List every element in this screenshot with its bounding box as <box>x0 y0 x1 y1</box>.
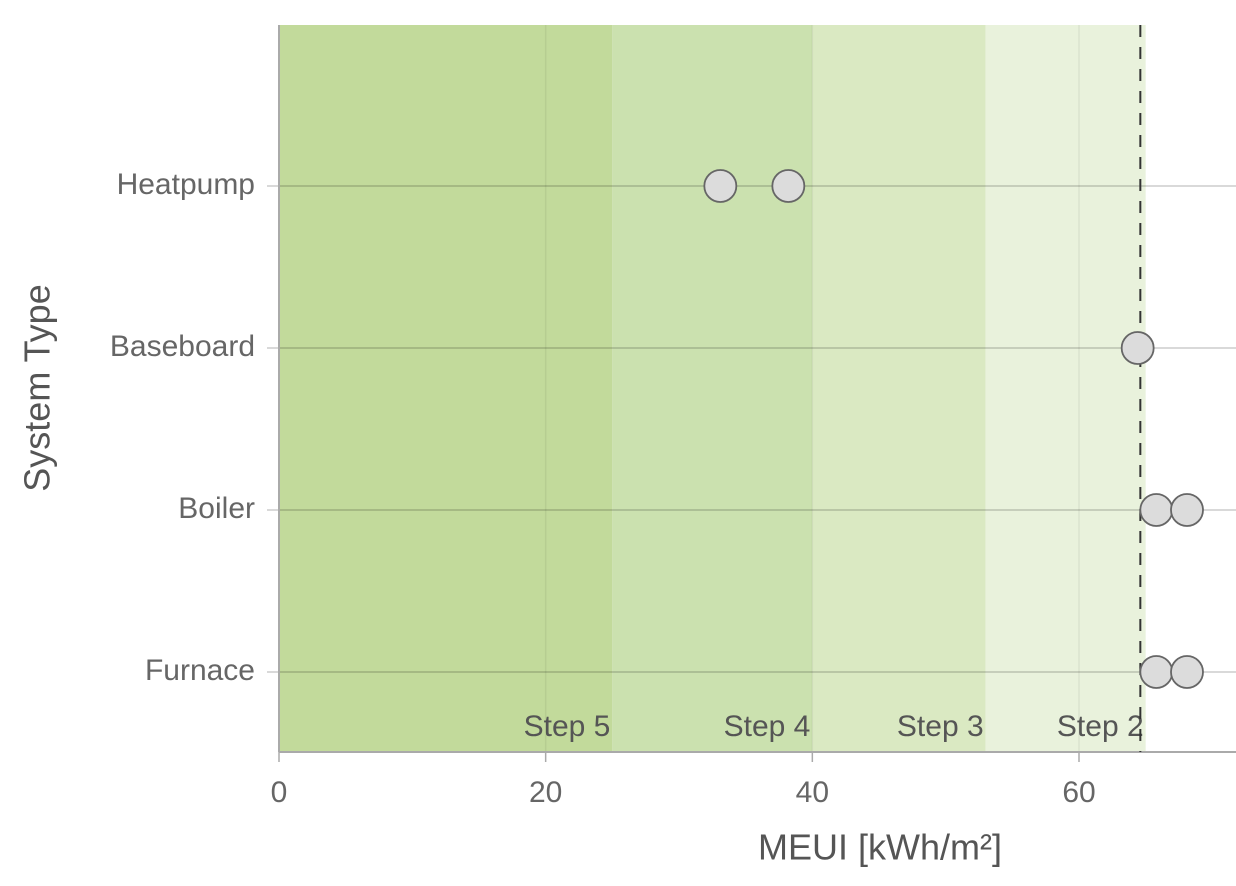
point <box>703 169 738 203</box>
y-tick-label: Heatpump <box>117 168 255 201</box>
x-axis-title: MEUI [kWh/m²] <box>758 827 1002 868</box>
band-label: Step 3 <box>897 710 984 743</box>
y-tick-label: Baseboard <box>110 330 255 363</box>
point <box>1170 655 1204 689</box>
x-tick-label: 40 <box>796 776 829 809</box>
x-tick-label: 20 <box>529 776 562 809</box>
band-label: Step 2 <box>1057 710 1144 743</box>
y-axis-title: System Type <box>17 284 58 491</box>
point <box>1170 493 1204 527</box>
point <box>1120 331 1155 365</box>
point <box>771 169 806 203</box>
band <box>279 25 613 752</box>
band <box>985 25 1146 752</box>
x-tick-label: 0 <box>271 776 288 809</box>
y-tick-label: Furnace <box>145 654 255 687</box>
band <box>812 25 986 752</box>
point <box>1139 493 1174 527</box>
band <box>612 25 813 752</box>
point <box>1139 655 1174 689</box>
x-tick-label: 60 <box>1062 776 1095 809</box>
y-tick-label: Boiler <box>178 492 255 525</box>
band-label: Step 4 <box>724 710 811 743</box>
band-label: Step 5 <box>524 710 611 743</box>
